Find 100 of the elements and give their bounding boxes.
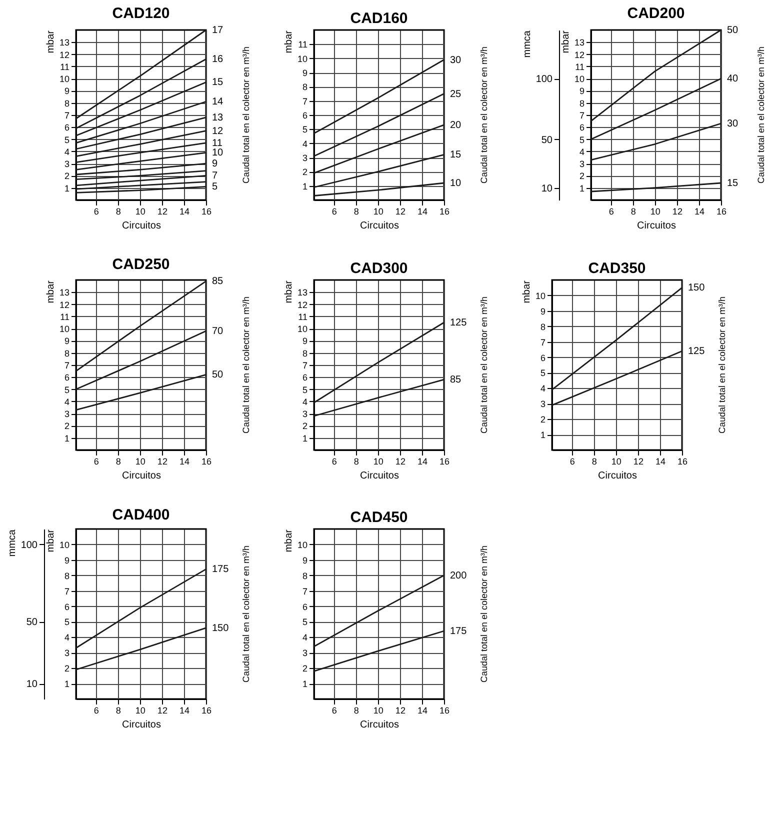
series-label: 40 <box>727 74 739 85</box>
series-label: 125 <box>688 346 706 358</box>
y2-tick-label: 100 <box>20 540 38 551</box>
series-label: 85 <box>212 276 224 288</box>
x-axis-title: Circuitos <box>122 720 161 730</box>
x-tick-label: 10 <box>373 706 384 716</box>
y-tick-label: 3 <box>64 159 70 170</box>
series-label: 70 <box>212 326 224 337</box>
x-tick-label: 14 <box>655 456 666 466</box>
y2-tick-label: 100 <box>536 74 553 86</box>
y-tick-label: 6 <box>64 602 70 612</box>
x-tick-label: 8 <box>116 206 121 216</box>
series-label: 30 <box>450 54 462 66</box>
y-tick-label: 11 <box>60 312 70 322</box>
y-tick-label: 5 <box>64 134 70 145</box>
y-tick-label: 12 <box>59 300 70 310</box>
y-tick-label: 1 <box>64 433 70 444</box>
x-tick-label: 10 <box>135 456 146 466</box>
y-tick-label: 4 <box>302 632 308 643</box>
y-tick-label: 11 <box>298 40 308 50</box>
chart-title: CAD450 <box>350 509 408 526</box>
y-tick-label: 4 <box>64 396 70 407</box>
y-tick-label: 12 <box>574 50 584 60</box>
y-tick-label: 13 <box>574 38 584 48</box>
y-tick-label: 6 <box>302 602 308 612</box>
x-tick-label: 12 <box>395 706 406 716</box>
series-label: 15 <box>727 178 739 189</box>
x-tick-label: 8 <box>354 706 359 716</box>
y-tick-label: 12 <box>59 50 70 60</box>
x-tick-label: 6 <box>332 206 337 216</box>
y-tick-label: 9 <box>302 68 308 78</box>
x-tick-label: 16 <box>439 206 450 216</box>
legend-title: Caudal total en el colector en m³/h <box>479 296 489 434</box>
y-tick-label: 9 <box>579 86 584 96</box>
x-axis-title: Circuitos <box>360 470 399 482</box>
y-tick-label: 1 <box>302 433 308 444</box>
y-tick-label: 3 <box>579 159 584 170</box>
y-tick-label: 3 <box>302 153 308 163</box>
y-tick-label: 7 <box>64 586 70 596</box>
y-tick-label: 3 <box>540 399 546 410</box>
chart-title: CAD350 <box>588 260 646 277</box>
y-tick-label: 10 <box>59 540 70 550</box>
legend-title: Caudal total en el colector en m³/h <box>241 545 251 683</box>
y-tick-label: 13 <box>59 288 70 298</box>
y2-tick-label: 50 <box>26 617 38 628</box>
y-tick-label: 8 <box>64 348 70 358</box>
x-tick-label: 14 <box>179 456 190 466</box>
x-tick-label: 6 <box>332 456 337 466</box>
x-axis-title: Circuitos <box>360 720 399 730</box>
series-label: 50 <box>727 25 739 36</box>
series-label: 5 <box>212 182 218 193</box>
y-tick-label: 11 <box>298 312 308 322</box>
series-label: 200 <box>450 570 468 582</box>
x-tick-label: 8 <box>630 206 636 216</box>
y-tick-label: 5 <box>302 384 308 395</box>
y-tick-label: 5 <box>540 368 546 378</box>
x-tick-label: 12 <box>157 206 168 216</box>
x-axis-title: Circuitos <box>122 220 161 232</box>
series-label: 14 <box>212 96 224 108</box>
x-axis-title: Circuitos <box>360 220 399 232</box>
series-label: 175 <box>212 564 230 576</box>
y-tick-label: 5 <box>302 617 308 628</box>
y-tick-label: 6 <box>302 372 308 383</box>
x-tick-label: 16 <box>439 706 450 716</box>
x-tick-label: 16 <box>677 456 688 466</box>
y-tick-label: 1 <box>540 430 546 440</box>
y-tick-label: 1 <box>302 181 308 192</box>
x-tick-label: 10 <box>611 456 622 466</box>
x-tick-label: 10 <box>373 206 384 216</box>
x-tick-label: 10 <box>373 456 384 466</box>
y-tick-label: 10 <box>297 540 308 550</box>
y-axis-title: mbar <box>283 528 294 552</box>
y-tick-label: 2 <box>302 664 308 674</box>
x-tick-label: 16 <box>439 456 450 466</box>
y-tick-label: 9 <box>64 555 70 566</box>
chart-title: CAD400 <box>112 506 170 524</box>
y-tick-label: 7 <box>540 337 546 348</box>
y-tick-label: 8 <box>302 348 308 358</box>
x-tick-label: 6 <box>332 706 337 716</box>
y-tick-label: 6 <box>579 122 584 133</box>
y-tick-label: 9 <box>64 336 70 346</box>
x-tick-label: 6 <box>608 206 614 216</box>
y-tick-label: 7 <box>579 110 584 120</box>
y-tick-label: 9 <box>302 555 308 566</box>
x-tick-label: 10 <box>650 206 660 216</box>
y-tick-label: 9 <box>64 86 70 96</box>
x-tick-label: 10 <box>135 206 146 216</box>
x-tick-label: 16 <box>201 206 212 216</box>
series-label: 15 <box>212 77 224 88</box>
y-tick-label: 4 <box>64 146 70 157</box>
y-axis-title: mbar <box>45 30 56 54</box>
y-tick-label: 5 <box>579 134 584 145</box>
x-tick-label: 8 <box>116 456 121 466</box>
series-label: 150 <box>688 282 706 294</box>
y-tick-label: 10 <box>574 74 584 84</box>
y-tick-label: 11 <box>60 62 70 72</box>
legend-title: Caudal total en el colector en m³/h <box>717 296 727 434</box>
y-tick-label: 2 <box>64 664 70 674</box>
y-tick-label: 4 <box>579 146 584 157</box>
series-label: 30 <box>727 118 739 130</box>
